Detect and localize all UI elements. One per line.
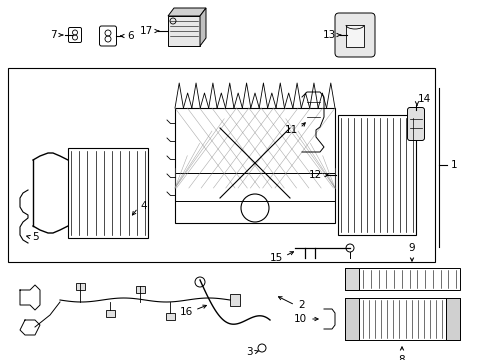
Text: 5: 5: [32, 232, 39, 242]
Bar: [345, 268, 460, 290]
Text: 13: 13: [323, 30, 336, 40]
Bar: [166, 313, 175, 320]
Polygon shape: [200, 8, 206, 46]
Text: 9: 9: [409, 243, 416, 253]
Text: 1: 1: [451, 160, 458, 170]
Text: 16: 16: [180, 307, 193, 317]
Text: 12: 12: [309, 170, 322, 180]
Text: 11: 11: [285, 125, 298, 135]
Polygon shape: [168, 8, 206, 16]
Text: 6: 6: [127, 31, 134, 41]
Bar: [338, 115, 416, 235]
Text: 7: 7: [50, 30, 57, 40]
FancyBboxPatch shape: [408, 108, 424, 140]
Text: 3: 3: [246, 347, 253, 357]
Bar: [345, 298, 359, 340]
Text: 14: 14: [418, 94, 431, 104]
FancyBboxPatch shape: [335, 13, 375, 57]
Bar: [345, 298, 460, 340]
Bar: [76, 283, 85, 290]
Bar: [175, 108, 335, 223]
Bar: [8, 68, 435, 262]
Bar: [168, 16, 200, 46]
Text: 10: 10: [294, 314, 307, 324]
Bar: [136, 286, 145, 293]
Bar: [345, 268, 359, 290]
Bar: [346, 25, 364, 47]
Bar: [230, 294, 240, 306]
Text: 2: 2: [298, 300, 305, 310]
Bar: [446, 298, 460, 340]
FancyBboxPatch shape: [69, 27, 81, 42]
Bar: [68, 148, 148, 238]
Text: 4: 4: [140, 201, 147, 211]
Text: 15: 15: [270, 253, 283, 263]
Text: 17: 17: [140, 26, 153, 36]
FancyBboxPatch shape: [99, 26, 117, 46]
Bar: [175, 173, 335, 201]
Bar: [106, 310, 115, 317]
Text: 8: 8: [399, 355, 405, 360]
